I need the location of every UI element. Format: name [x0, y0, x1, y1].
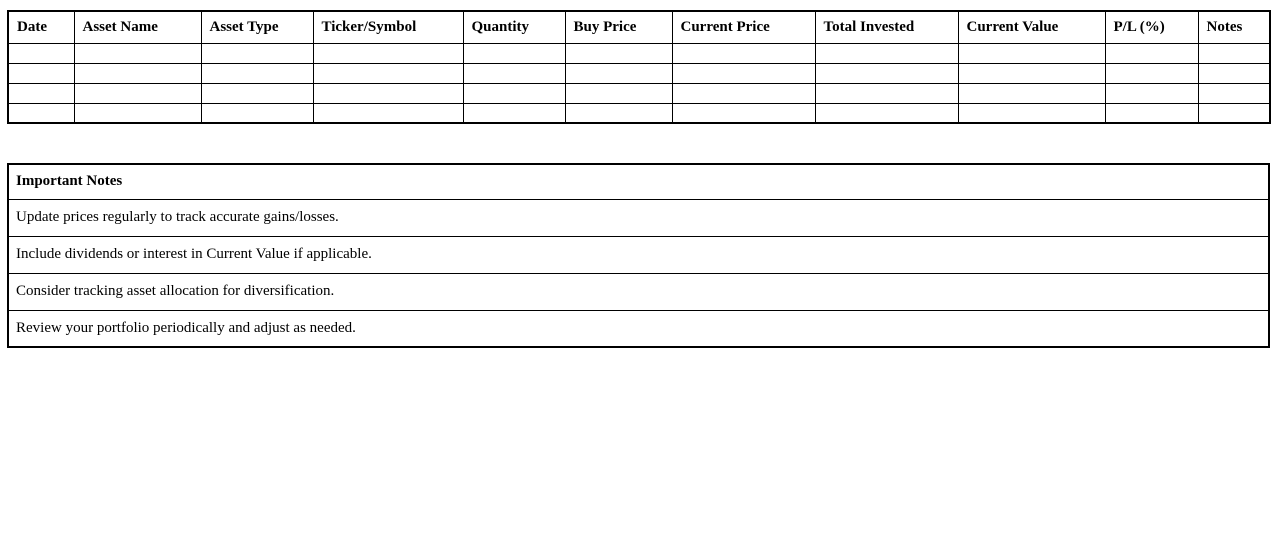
column-header-buy-price: Buy Price [564, 10, 673, 44]
empty-cell[interactable] [1104, 102, 1199, 124]
empty-cell[interactable] [814, 102, 959, 124]
note-item: Consider tracking asset allocation for d… [7, 272, 1270, 311]
empty-cell[interactable] [957, 42, 1106, 64]
empty-cell[interactable] [73, 102, 202, 124]
empty-cell[interactable] [564, 62, 673, 84]
empty-cell[interactable] [7, 82, 75, 104]
table-row [7, 102, 1271, 124]
empty-cell[interactable] [462, 102, 566, 124]
empty-cell[interactable] [814, 82, 959, 104]
empty-cell[interactable] [1197, 82, 1271, 104]
empty-cell[interactable] [957, 82, 1106, 104]
empty-cell[interactable] [957, 62, 1106, 84]
column-header-current-value: Current Value [957, 10, 1106, 44]
empty-cell[interactable] [462, 42, 566, 64]
column-header-ticker-symbol: Ticker/Symbol [312, 10, 464, 44]
column-header-total-invested: Total Invested [814, 10, 959, 44]
note-item: Include dividends or interest in Current… [7, 235, 1270, 274]
empty-cell[interactable] [1197, 62, 1271, 84]
empty-cell[interactable] [200, 42, 314, 64]
note-row: Update prices regularly to track accurat… [7, 198, 1270, 237]
important-notes-table: Important Notes Update prices regularly … [7, 163, 1270, 348]
note-row: Consider tracking asset allocation for d… [7, 272, 1270, 311]
empty-cell[interactable] [7, 42, 75, 64]
column-header-quantity: Quantity [462, 10, 566, 44]
portfolio-header-row: Date Asset Name Asset Type Ticker/Symbol… [7, 10, 1271, 44]
empty-cell[interactable] [73, 82, 202, 104]
empty-cell[interactable] [564, 102, 673, 124]
empty-cell[interactable] [671, 82, 816, 104]
empty-cell[interactable] [1197, 42, 1271, 64]
empty-cell[interactable] [462, 62, 566, 84]
empty-cell[interactable] [312, 82, 464, 104]
empty-cell[interactable] [312, 102, 464, 124]
column-header-pl-percent: P/L (%) [1104, 10, 1199, 44]
column-header-current-price: Current Price [671, 10, 816, 44]
empty-cell[interactable] [73, 42, 202, 64]
table-row [7, 82, 1271, 104]
note-item: Review your portfolio periodically and a… [7, 309, 1270, 348]
empty-cell[interactable] [671, 42, 816, 64]
empty-cell[interactable] [814, 42, 959, 64]
empty-cell[interactable] [957, 102, 1106, 124]
note-row: Review your portfolio periodically and a… [7, 309, 1270, 348]
empty-cell[interactable] [671, 62, 816, 84]
column-header-date: Date [7, 10, 75, 44]
notes-title: Important Notes [7, 163, 1270, 200]
empty-cell[interactable] [312, 42, 464, 64]
empty-cell[interactable] [1104, 42, 1199, 64]
empty-cell[interactable] [1197, 102, 1271, 124]
table-row [7, 62, 1271, 84]
empty-cell[interactable] [1104, 82, 1199, 104]
note-row: Include dividends or interest in Current… [7, 235, 1270, 274]
empty-cell[interactable] [564, 82, 673, 104]
empty-cell[interactable] [312, 62, 464, 84]
empty-cell[interactable] [671, 102, 816, 124]
empty-cell[interactable] [200, 62, 314, 84]
portfolio-table: Date Asset Name Asset Type Ticker/Symbol… [7, 10, 1271, 124]
empty-cell[interactable] [73, 62, 202, 84]
column-header-asset-type: Asset Type [200, 10, 314, 44]
note-item: Update prices regularly to track accurat… [7, 198, 1270, 237]
empty-cell[interactable] [462, 82, 566, 104]
portfolio-empty-rows [7, 42, 1271, 124]
column-header-asset-name: Asset Name [73, 10, 202, 44]
empty-cell[interactable] [1104, 62, 1199, 84]
empty-cell[interactable] [564, 42, 673, 64]
empty-cell[interactable] [7, 102, 75, 124]
notes-title-row: Important Notes [7, 163, 1270, 200]
table-row [7, 42, 1271, 64]
empty-cell[interactable] [814, 62, 959, 84]
empty-cell[interactable] [200, 102, 314, 124]
empty-cell[interactable] [200, 82, 314, 104]
column-header-notes: Notes [1197, 10, 1271, 44]
empty-cell[interactable] [7, 62, 75, 84]
